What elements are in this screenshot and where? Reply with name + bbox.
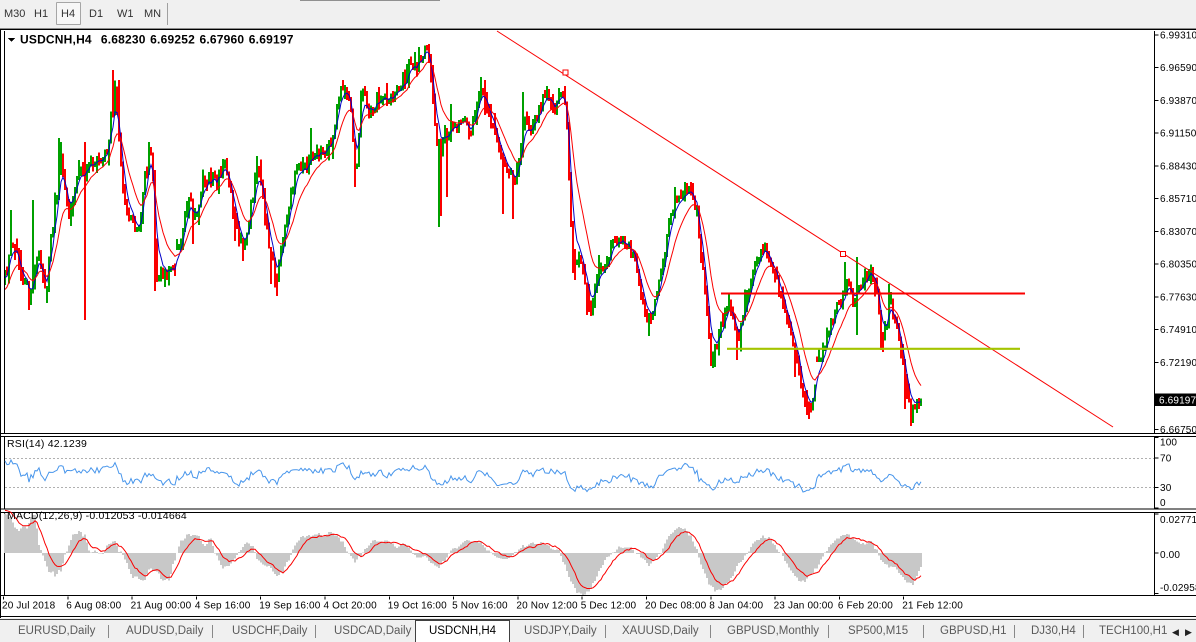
svg-text:20 Jul 2018: 20 Jul 2018: [2, 601, 56, 612]
svg-text:6.85710: 6.85710: [1160, 194, 1196, 205]
svg-text:6.88430: 6.88430: [1160, 161, 1196, 172]
svg-text:6 Feb 20:00: 6 Feb 20:00: [838, 601, 893, 612]
svg-text:8 Jan 04:00: 8 Jan 04:00: [709, 601, 763, 612]
svg-text:100: 100: [1160, 438, 1177, 449]
svg-text:6.66750: 6.66750: [1160, 425, 1196, 436]
svg-text:30: 30: [1160, 483, 1172, 494]
svg-text:MACD(12,26,9) -0.012053 -0.014: MACD(12,26,9) -0.012053 -0.014664: [7, 510, 187, 522]
svg-text:6.74910: 6.74910: [1160, 325, 1196, 336]
svg-text:0: 0: [1160, 498, 1166, 509]
svg-text:70: 70: [1160, 454, 1172, 465]
svg-text:RSI(14) 42.1239: RSI(14) 42.1239: [7, 438, 87, 450]
svg-text:6.91150: 6.91150: [1160, 129, 1196, 140]
svg-text:19 Sep 16:00: 19 Sep 16:00: [259, 601, 321, 612]
svg-text:0.027717: 0.027717: [1160, 515, 1196, 526]
svg-text:4 Sep 16:00: 4 Sep 16:00: [195, 601, 251, 612]
svg-text:USDCNH,H4 6.68230 6.69252 6.6: USDCNH,H4 6.68230 6.69252 6.67960 6.6919…: [20, 33, 294, 47]
svg-text:6.69197: 6.69197: [1159, 396, 1196, 407]
svg-text:-0.029582: -0.029582: [1160, 583, 1196, 594]
svg-text:4 Oct 20:00: 4 Oct 20:00: [324, 601, 378, 612]
svg-text:6 Aug 08:00: 6 Aug 08:00: [66, 601, 121, 612]
svg-text:6.77630: 6.77630: [1160, 292, 1196, 303]
svg-text:20 Dec 08:00: 20 Dec 08:00: [645, 601, 707, 612]
svg-text:23 Jan 00:00: 23 Jan 00:00: [774, 601, 834, 612]
svg-text:6.96590: 6.96590: [1160, 63, 1196, 74]
svg-text:19 Oct 16:00: 19 Oct 16:00: [388, 601, 447, 612]
svg-text:0.00: 0.00: [1160, 550, 1180, 561]
svg-text:6.93870: 6.93870: [1160, 96, 1196, 107]
svg-text:6.72190: 6.72190: [1160, 358, 1196, 369]
svg-text:21 Aug 00:00: 21 Aug 00:00: [131, 601, 192, 612]
svg-text:5 Nov 16:00: 5 Nov 16:00: [452, 601, 508, 612]
svg-text:21 Feb 12:00: 21 Feb 12:00: [902, 601, 963, 612]
svg-text:6.80350: 6.80350: [1160, 260, 1196, 271]
svg-text:6.99310: 6.99310: [1160, 31, 1196, 42]
svg-text:20 Nov 12:00: 20 Nov 12:00: [516, 601, 578, 612]
svg-text:6.83070: 6.83070: [1160, 227, 1196, 238]
svg-text:5 Dec 12:00: 5 Dec 12:00: [581, 601, 637, 612]
